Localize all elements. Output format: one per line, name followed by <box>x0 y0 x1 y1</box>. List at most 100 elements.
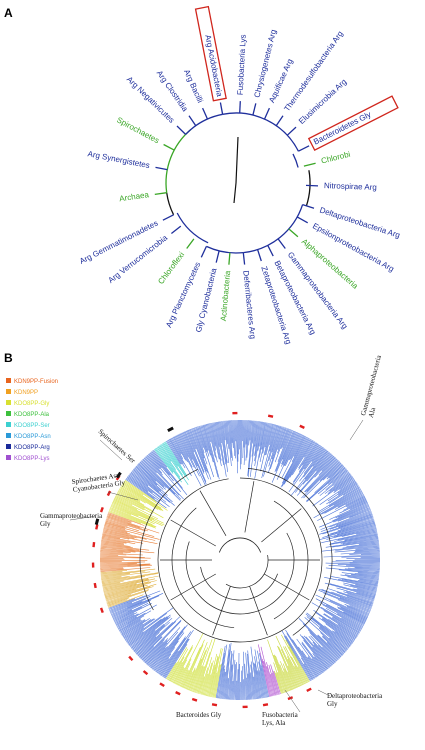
tip-branch <box>101 535 144 544</box>
tip-branch <box>130 472 162 498</box>
tip-branch <box>121 619 146 636</box>
taxon-name: Arg <box>87 149 103 161</box>
tip-branch <box>199 667 209 695</box>
tip-branch <box>315 612 356 641</box>
tip-branch <box>265 424 274 456</box>
tip-branch <box>159 445 172 462</box>
tip-branch <box>329 583 376 596</box>
taxon-name: Aquificae <box>267 70 289 104</box>
tip-branch <box>100 544 150 551</box>
tip-branch <box>320 513 373 532</box>
tip-branch <box>105 520 139 532</box>
tip-branch <box>109 590 161 611</box>
branch-actinobacteria <box>228 252 231 265</box>
tip-branch <box>215 645 226 699</box>
tip-branch <box>131 470 170 503</box>
tip-branch <box>130 617 169 648</box>
tip-branch <box>337 606 367 621</box>
tip-branch <box>158 445 176 470</box>
tip-branch <box>278 646 298 689</box>
tip-branch <box>315 598 365 624</box>
taxon-label: Gly Cyanobacteria <box>194 267 219 334</box>
tip-branch <box>340 551 380 555</box>
tip-branch <box>107 597 130 606</box>
tip-branch <box>210 648 222 697</box>
tip-branch <box>325 539 379 548</box>
tip-branch <box>172 436 186 461</box>
tip-branch <box>120 486 159 510</box>
tip-branch <box>349 509 371 518</box>
tip-branch <box>344 574 379 580</box>
tip-branch <box>336 524 376 535</box>
tip-branch <box>321 636 343 656</box>
tip-branch <box>125 627 145 641</box>
tip-branch <box>282 663 295 690</box>
tip-branch <box>165 441 187 476</box>
tree-root-stem <box>233 182 237 204</box>
tip-branch <box>332 505 370 522</box>
tip-branch <box>329 535 379 545</box>
tip-branch <box>232 420 235 456</box>
tip-branch <box>102 582 121 587</box>
leader-line <box>317 689 331 697</box>
tip-branch <box>358 541 379 545</box>
tip-branch <box>355 546 380 550</box>
tip-branch <box>181 647 201 688</box>
branch-bacilli <box>202 107 209 120</box>
tip-branch <box>100 549 136 553</box>
tip-branch <box>193 639 213 693</box>
tip-branch <box>283 671 292 691</box>
branch-deferribacteres <box>242 252 246 265</box>
tip-branch <box>109 602 133 612</box>
tip-branch <box>285 629 317 678</box>
tip-branch <box>306 612 350 648</box>
tip-branch <box>128 474 153 494</box>
tip-branch <box>250 661 256 700</box>
tip-branch <box>161 443 183 476</box>
tip-branch <box>155 640 179 672</box>
tip-branch <box>111 595 160 617</box>
tip-branch <box>100 543 133 548</box>
tip-branch <box>231 420 234 449</box>
tip-branch <box>260 646 274 697</box>
taxon-label: Chlorobi <box>320 150 351 166</box>
tip-branch <box>138 621 177 658</box>
tip-branch <box>329 637 346 653</box>
tip-branch <box>243 651 246 700</box>
tip-branch <box>298 442 317 470</box>
tip-branch <box>207 665 216 697</box>
tip-branch <box>343 591 374 602</box>
tip-branch <box>327 521 375 536</box>
tip-branch <box>281 431 297 467</box>
tip-branch <box>254 656 262 699</box>
tip-branch <box>101 573 131 578</box>
tip-branch <box>303 441 315 458</box>
legend-label: KDO8PP-Arg <box>14 445 50 451</box>
tip-branch <box>127 631 144 644</box>
tip-branch <box>328 588 374 604</box>
tip-branch <box>283 436 307 480</box>
clade-annotation: GammaproteobacteriaAla <box>359 354 391 419</box>
tip-branch <box>160 631 192 676</box>
tip-branch <box>318 590 371 611</box>
tip-branch <box>258 644 270 697</box>
tip-branch <box>314 656 326 672</box>
tip-branch <box>154 632 185 671</box>
tip-branch <box>337 613 363 628</box>
tip-branch <box>284 635 311 682</box>
tip-branch <box>271 426 283 460</box>
tip-branch <box>211 672 218 698</box>
leader-line <box>349 419 364 441</box>
tip-branch <box>102 533 130 540</box>
tip-branch <box>317 645 335 664</box>
tip-branch <box>337 592 373 605</box>
tip-branch <box>284 646 305 685</box>
tip-branch <box>334 548 380 553</box>
tip-branch <box>313 490 362 519</box>
tip-branch <box>306 616 348 651</box>
tip-branch <box>299 634 329 670</box>
tip-branch <box>156 447 181 480</box>
tip-branch <box>118 615 145 631</box>
tip-branch <box>100 553 127 556</box>
tip-branch <box>325 567 380 574</box>
